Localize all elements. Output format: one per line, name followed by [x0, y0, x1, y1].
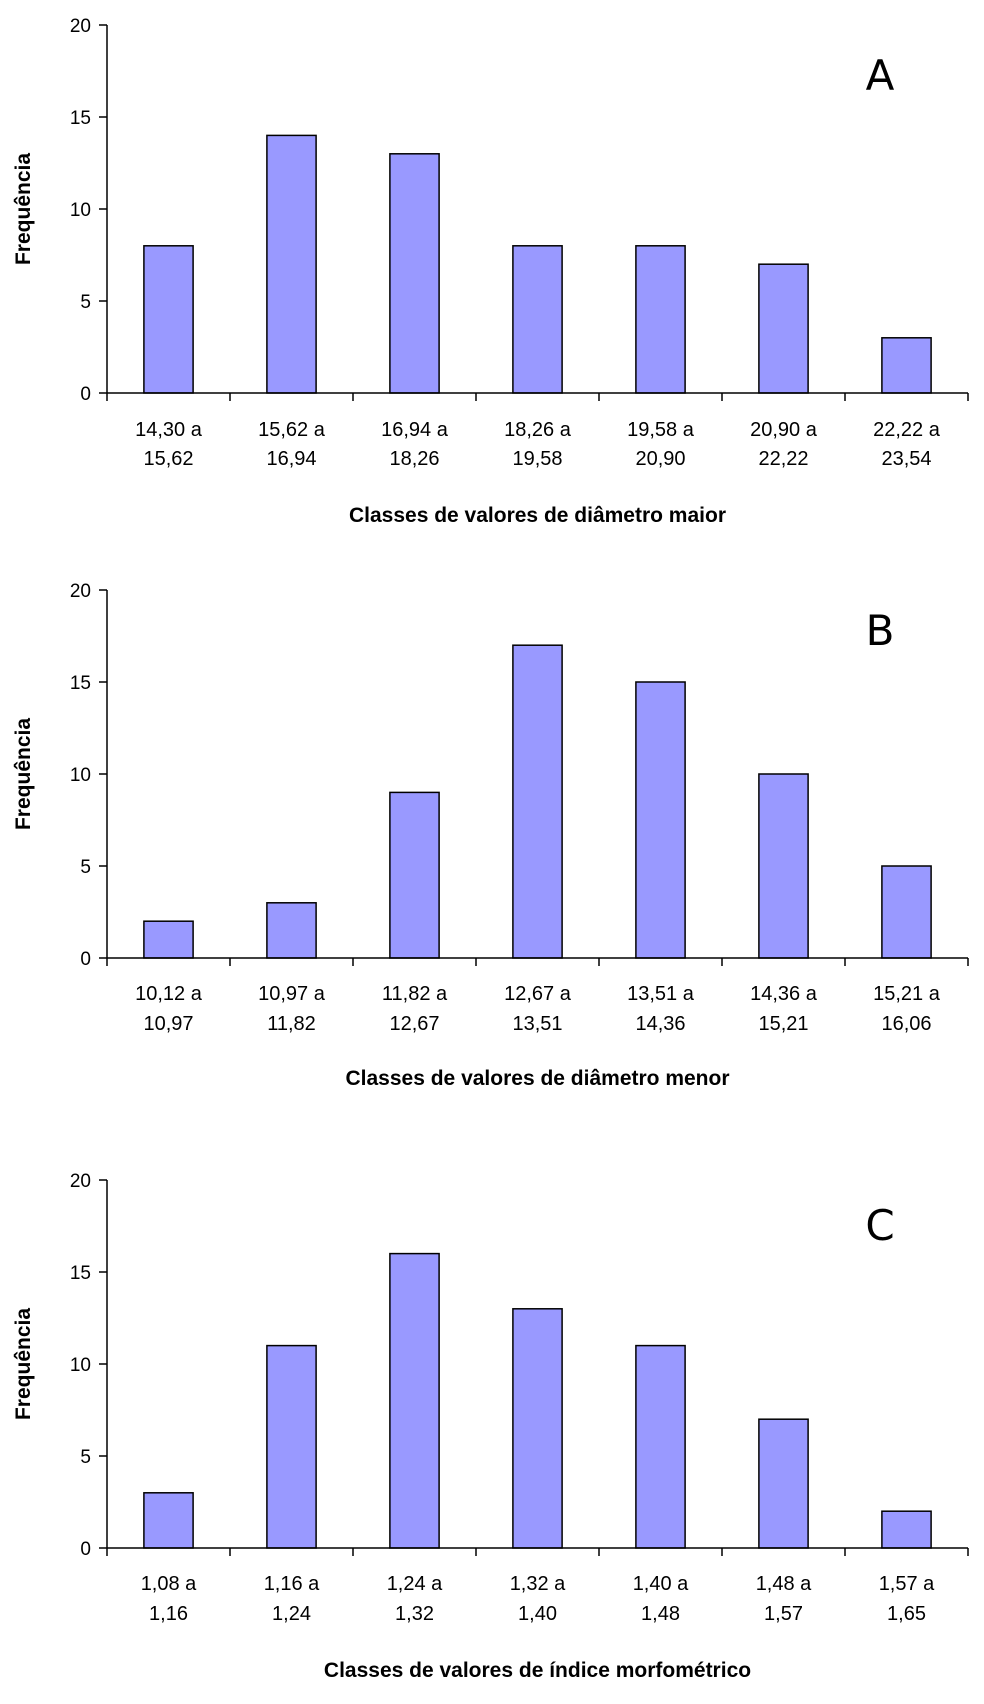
x-tick-label: 14,36	[635, 1013, 685, 1035]
panel-label: B	[866, 606, 895, 655]
panel-label: C	[865, 1201, 894, 1250]
x-tick-label: 1,40	[518, 1603, 557, 1625]
panel-label: A	[866, 51, 895, 100]
x-tick-label: 13,51 a	[627, 983, 695, 1005]
x-axis-title: Classes de valores de índice morfométric…	[324, 1659, 751, 1682]
y-tick-label: 20	[70, 16, 91, 37]
bar	[266, 902, 317, 959]
bar	[881, 1510, 932, 1549]
x-tick-label: 1,57	[764, 1603, 803, 1625]
y-tick-label: 10	[70, 200, 91, 221]
bar	[512, 644, 563, 959]
x-tick-label: 20,90 a	[750, 419, 818, 441]
y-axis-title: Frequência	[12, 1308, 35, 1420]
x-tick-label: 1,48 a	[756, 1573, 812, 1595]
y-tick-label: 10	[70, 765, 91, 786]
bar	[635, 1344, 686, 1549]
bar	[389, 791, 440, 959]
y-tick-label: 15	[70, 673, 91, 694]
x-tick-label: 23,54	[881, 448, 931, 470]
x-tick-label: 1,24 a	[387, 1573, 443, 1595]
bar	[143, 920, 194, 959]
x-tick-label: 19,58 a	[627, 419, 695, 441]
bar	[266, 134, 317, 394]
y-tick-label: 15	[70, 108, 91, 129]
x-tick-label: 18,26 a	[504, 419, 572, 441]
bar	[881, 337, 932, 394]
bar	[143, 1492, 194, 1549]
x-tick-label: 15,21 a	[873, 983, 941, 1005]
x-axis-title: Classes de valores de diâmetro maior	[349, 504, 726, 527]
bar	[266, 1344, 317, 1549]
x-axis-title: Classes de valores de diâmetro menor	[346, 1067, 730, 1090]
chart-panel-a: 0 5 10 15 20 14,30 a 15,62 15,62 a 16,94 16,94 a 1…	[12, 16, 969, 527]
x-tick-label: 1,32	[395, 1603, 434, 1625]
x-tick-label: 12,67 a	[504, 983, 572, 1005]
y-tick-label: 0	[80, 1539, 91, 1560]
x-tick-label: 10,97 a	[258, 983, 326, 1005]
x-tick-label: 1,16	[149, 1603, 188, 1625]
x-tick-label: 11,82	[267, 1013, 316, 1035]
x-tick-label: 10,12 a	[135, 983, 203, 1005]
y-tick-label: 20	[70, 1171, 91, 1192]
y-tick-label: 20	[70, 581, 91, 602]
x-tick-label: 1,48	[641, 1603, 680, 1625]
y-tick-label: 15	[70, 1263, 91, 1284]
y-axis-title: Frequência	[12, 718, 35, 830]
x-tick-label: 14,30 a	[135, 419, 203, 441]
chart-panel-b: 0 5 10 15 20 10,12 a 10,97 10,97 a 11,82 11,82 a 1…	[12, 581, 969, 1090]
bar	[881, 865, 932, 959]
y-tick-label: 0	[80, 384, 91, 405]
bar	[512, 245, 563, 394]
x-tick-label: 12,67	[389, 1013, 439, 1035]
x-tick-label: 10,97	[143, 1013, 193, 1035]
x-tick-label: 1,08 a	[141, 1573, 197, 1595]
x-tick-label: 1,32 a	[510, 1573, 566, 1595]
bar	[389, 1252, 440, 1549]
bar	[758, 263, 809, 394]
bar	[635, 681, 686, 959]
x-tick-label: 16,06	[881, 1013, 931, 1035]
bar	[512, 1308, 563, 1549]
x-tick-label: 1,40 a	[633, 1573, 689, 1595]
x-tick-label: 15,62 a	[258, 419, 326, 441]
y-tick-label: 5	[80, 1447, 91, 1468]
y-tick-label: 0	[80, 949, 91, 970]
y-axis-title: Frequência	[12, 153, 35, 265]
x-tick-label: 22,22	[758, 448, 808, 470]
chart-panel-c: 0 5 10 15 20 1,08 a 1,16 1,16 a 1,24 1,24 a 1,32 1,…	[12, 1171, 969, 1682]
x-tick-label: 1,65	[887, 1603, 926, 1625]
x-tick-label: 22,22 a	[873, 419, 941, 441]
x-tick-label: 1,24	[272, 1603, 311, 1625]
x-tick-label: 20,90	[635, 448, 685, 470]
x-tick-label: 1,57 a	[879, 1573, 935, 1595]
x-tick-label: 16,94 a	[381, 419, 449, 441]
y-tick-label: 10	[70, 1355, 91, 1376]
y-tick-label: 5	[80, 292, 91, 313]
y-tick-label: 5	[80, 857, 91, 878]
x-tick-label: 13,51	[512, 1013, 562, 1035]
bar	[389, 153, 440, 394]
x-tick-label: 14,36 a	[750, 983, 818, 1005]
x-tick-label: 18,26	[389, 448, 439, 470]
x-tick-label: 16,94	[266, 448, 316, 470]
x-tick-label: 15,21	[758, 1013, 808, 1035]
bar	[143, 245, 194, 394]
x-tick-label: 15,62	[143, 448, 193, 470]
bar	[635, 245, 686, 394]
x-tick-label: 19,58	[512, 448, 562, 470]
bar	[758, 773, 809, 959]
bar	[758, 1418, 809, 1549]
x-tick-label: 11,82 a	[382, 983, 448, 1005]
x-tick-label: 1,16 a	[264, 1573, 320, 1595]
